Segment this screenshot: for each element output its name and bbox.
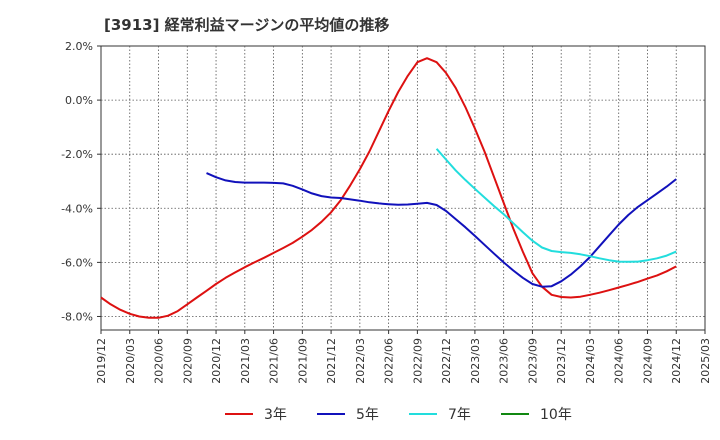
x-tick-label: 2022/03: [354, 338, 367, 384]
y-tick-label: -8.0%: [61, 310, 93, 323]
series-line-5年: [206, 172, 677, 288]
x-tick-label: 2024/12: [670, 338, 683, 384]
x-tick-label: 2021/03: [239, 338, 252, 384]
x-tick-label: 2019/12: [95, 338, 108, 384]
x-tick-label: 2021/06: [268, 338, 281, 384]
x-tick-label: 2022/09: [411, 338, 424, 384]
grid-lines: [101, 46, 705, 330]
x-tick-label: 2021/12: [325, 338, 338, 384]
y-tick-label: -2.0%: [61, 148, 93, 161]
x-tick-label: 2023/09: [526, 338, 539, 384]
legend-label-10年: 10年: [540, 407, 572, 423]
axis-labels: 2019/12 2020/03 2020/06 2020/09 2020/12 2021/…: [61, 40, 712, 384]
legend-label-7年: 7年: [448, 407, 471, 423]
legend-label-5年: 5年: [356, 407, 379, 423]
series-line-3年: [100, 57, 677, 319]
x-tick-label: 2024/06: [613, 338, 626, 384]
x-tick-label: 2022/12: [440, 338, 453, 384]
x-tick-label: 2024/09: [641, 338, 654, 384]
x-tick-label: 2023/06: [498, 338, 511, 384]
y-tick-label: -6.0%: [61, 256, 93, 269]
y-tick-label: 2.0%: [65, 40, 93, 53]
x-tick-label: 2020/03: [124, 338, 137, 384]
x-tick-label: 2023/12: [555, 338, 568, 384]
x-tick-label: 2025/03: [699, 338, 712, 384]
y-tick-label: 0.0%: [65, 94, 93, 107]
x-tick-label: 2021/09: [296, 338, 309, 384]
legend: 3年 5年 7年 10年: [225, 407, 572, 423]
legend-label-3年: 3年: [264, 407, 287, 423]
x-tick-label: 2023/03: [469, 338, 482, 384]
x-tick-label: 2020/06: [153, 338, 166, 384]
y-tick-label: -4.0%: [61, 202, 93, 215]
chart-title: [3913] 経常利益マージンの平均値の推移: [104, 16, 390, 34]
series-line-7年: [435, 148, 677, 263]
x-tick-label: 2020/09: [181, 338, 194, 384]
plot-area-border: [100, 45, 706, 331]
x-tick-label: 2024/03: [584, 338, 597, 384]
x-tick-label: 2020/12: [210, 338, 223, 384]
series-lines: [100, 57, 677, 319]
x-tick-label: 2022/06: [383, 338, 396, 384]
